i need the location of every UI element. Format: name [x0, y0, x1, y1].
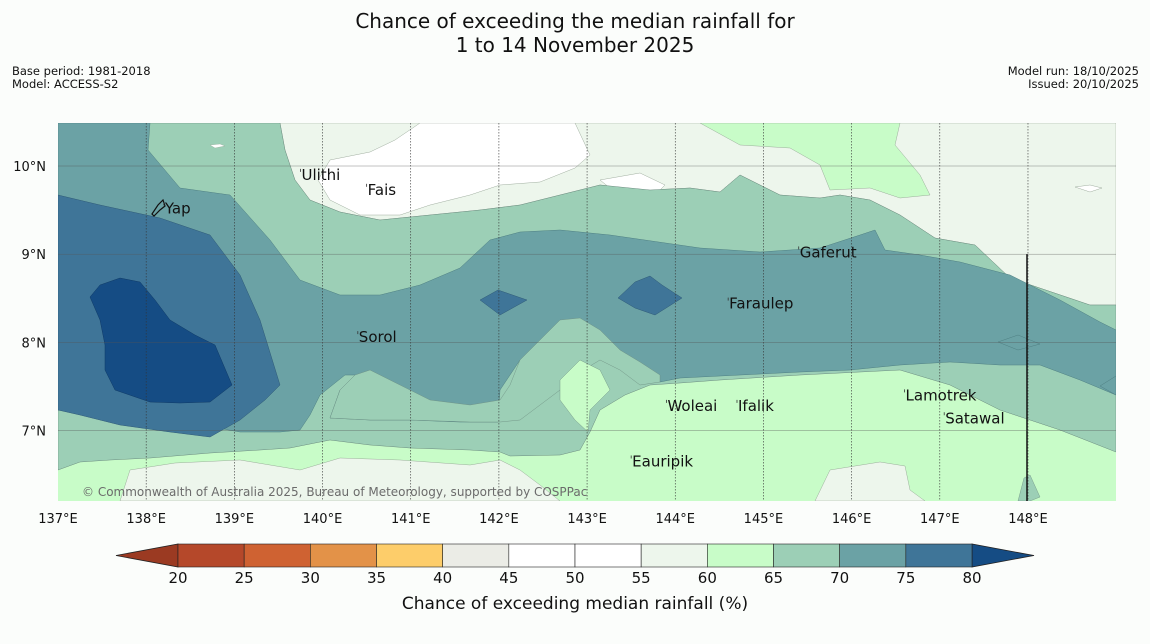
- contour-75-80-patch-2: [617, 275, 683, 316]
- colorbar-tick-label: 40: [433, 569, 452, 587]
- colorbar-tick-label: 35: [367, 569, 386, 587]
- lon-tick-label: 145°E: [744, 512, 784, 527]
- contour-60-65-north-patch: [699, 123, 931, 199]
- colorbar-segment: [177, 543, 245, 568]
- copyright-text: © Commonwealth of Australia 2025, Bureau…: [82, 485, 587, 499]
- colorbar-segment: [707, 543, 774, 568]
- colorbar-tick-label: 25: [235, 569, 254, 587]
- colorbar-over-arrow: [971, 543, 1035, 568]
- place-label: Fais: [368, 181, 397, 199]
- contour-45-55-patch-3: [209, 143, 226, 149]
- contour-70-75-patch-2: [1099, 375, 1116, 396]
- lat-tick-label: 8°N: [22, 336, 47, 351]
- model-run: Model run: 18/10/2025: [1007, 64, 1139, 78]
- lon-tick-label: 142°E: [479, 512, 519, 527]
- place-label: Gaferut: [800, 243, 857, 261]
- colorbar-tick-label: 50: [565, 569, 584, 587]
- yap-island-shape: [151, 198, 166, 217]
- colorbar-segment: [640, 543, 708, 568]
- base-period: Base period: 1981-2018: [12, 64, 151, 78]
- colorbar-segment: [839, 543, 907, 568]
- graticule: [58, 123, 1116, 501]
- places: Yap Ulithi Fais Gaferut Faraulep Sorol Woleai I…: [163, 166, 1005, 470]
- place-label: Woleai: [667, 397, 717, 415]
- contour-over-80: [89, 277, 233, 404]
- lon-tick-label: 146°E: [832, 512, 872, 527]
- lon-tick-label: 143°E: [567, 512, 607, 527]
- lat-tick-label: 7°N: [22, 425, 47, 440]
- contour-65-70-inner: [329, 317, 661, 423]
- meta-right: Model run: 18/10/2025 Issued: 20/10/2025: [1008, 65, 1139, 91]
- lon-tick-label: 147°E: [920, 512, 960, 527]
- colorbar-tick-label: 30: [301, 569, 320, 587]
- place-label: Lamotrek: [906, 386, 977, 404]
- lon-tick-label: 148°E: [1008, 512, 1048, 527]
- contour-60-65-inner: [559, 359, 611, 433]
- place-label: Sorol: [359, 328, 397, 346]
- colorbar-tick-label: 60: [698, 569, 717, 587]
- contour-55-60-south-2: [814, 461, 926, 501]
- lat-tick-label: 10°N: [13, 160, 46, 175]
- colorbar-tick-label: 55: [632, 569, 651, 587]
- contour-75-80-patch-1: [479, 289, 528, 316]
- place-label: Faraulep: [729, 295, 793, 313]
- colorbar-tick-label: 65: [764, 569, 783, 587]
- colorbar-segment: [773, 543, 840, 568]
- colorbar-tick-label: 45: [499, 569, 518, 587]
- place-label: Satawal: [945, 409, 1004, 427]
- contour-45-55: [317, 123, 591, 216]
- contour-45-55-patch-2: [1074, 184, 1103, 193]
- contour-65-70-patch: [1017, 474, 1041, 501]
- colorbar-segment: [442, 543, 510, 568]
- colorbar-segment: [376, 543, 443, 568]
- axis-ticks: 137°E 138°E 139°E 140°E 141°E 142°E 143°E 144°E…: [13, 160, 1048, 527]
- lon-tick-label: 137°E: [38, 512, 78, 527]
- title-line-1: Chance of exceeding the median rainfall …: [355, 9, 795, 33]
- colorbar-segment: [310, 543, 377, 568]
- colorbar-tick-label: 80: [962, 569, 981, 587]
- lon-tick-label: 139°E: [215, 512, 255, 527]
- lat-tick-label: 9°N: [22, 248, 47, 263]
- colorbar-tick-label: 75: [896, 569, 915, 587]
- model-name: Model: ACCESS-S2: [12, 77, 119, 91]
- lon-tick-label: 138°E: [126, 512, 166, 527]
- colorbar-tick-label: 20: [168, 569, 187, 587]
- place-label: Eauripik: [632, 452, 693, 470]
- colorbar-under-arrow: [115, 543, 179, 568]
- lon-tick-label: 140°E: [303, 512, 343, 527]
- contour-55-60-south: [119, 457, 561, 501]
- place-label: Ulithi: [301, 166, 340, 184]
- colorbar-label: Chance of exceeding median rainfall (%): [401, 594, 749, 614]
- colorbar-segment: [574, 543, 642, 568]
- colorbar-segment: [243, 543, 311, 568]
- colorbar: 20 25 30 35 40 45 50 55 60 65 70 75 80: [115, 543, 1035, 587]
- place-label: Ifalik: [738, 397, 774, 415]
- colorbar-tick-label: 70: [830, 569, 849, 587]
- lon-tick-label: 144°E: [655, 512, 695, 527]
- meta-left: Base period: 1981-2018 Model: ACCESS-S2: [12, 65, 151, 91]
- colorbar-segment: [508, 543, 576, 568]
- issued-date: Issued: 20/10/2025: [1028, 77, 1139, 91]
- place-label: Yap: [164, 199, 191, 217]
- colorbar-segment: [905, 543, 973, 568]
- lon-tick-label: 141°E: [391, 512, 431, 527]
- title-line-2: 1 to 14 November 2025: [455, 33, 695, 57]
